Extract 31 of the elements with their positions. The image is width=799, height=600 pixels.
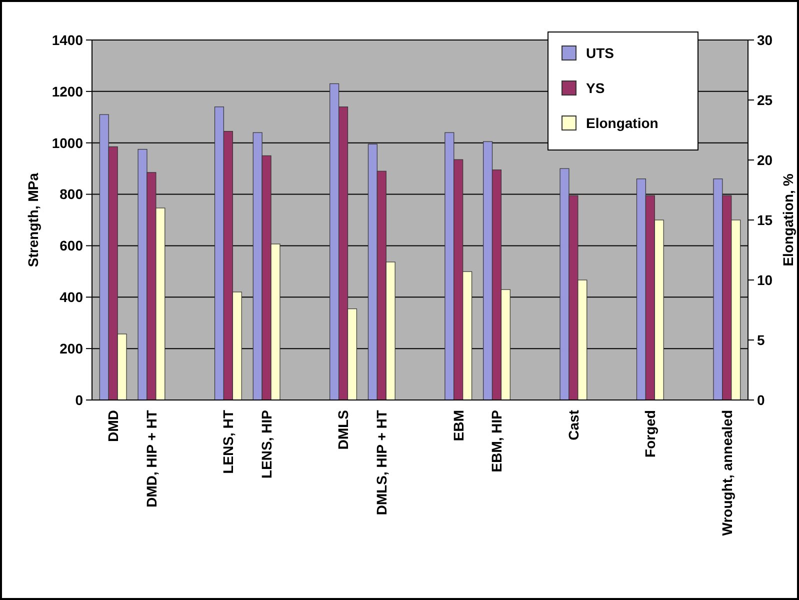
y-axis-title: Strength, MPa: [25, 172, 41, 268]
y2-tick-label: 20: [757, 152, 773, 168]
y2-axis-title: Elongation, %: [780, 173, 796, 266]
x-tick-label: Wrought, annealed: [718, 410, 735, 536]
y2-tick-label: 5: [757, 332, 765, 348]
y2-tick-label: 10: [757, 272, 773, 288]
y2-tick-label: 15: [757, 212, 773, 228]
y-tick-label: 600: [60, 238, 84, 254]
legend-label: YS: [586, 80, 605, 96]
y-tick-label: 800: [60, 186, 84, 202]
x-tick-label: DMLS, HIP + HT: [374, 410, 390, 516]
y2-tick-label: 0: [757, 392, 765, 408]
x-tick-label: DMD, HIP + HT: [143, 410, 160, 508]
y-tick-label: 1200: [52, 83, 84, 100]
x-tick-label: Cast: [565, 410, 582, 440]
x-tick-label: EBM: [450, 410, 466, 442]
x-tick-label: LENS, HIP: [258, 410, 274, 478]
x-tick-label: LENS, HT: [220, 410, 236, 474]
x-tick-label: Forged: [642, 410, 658, 458]
y-tick-label: 0: [75, 392, 84, 408]
y-tick-label: 200: [60, 340, 84, 356]
y-tick-label: 1400: [52, 32, 84, 48]
y2-tick-label: 25: [757, 92, 773, 108]
y-tick-label: 400: [60, 289, 84, 306]
y-tick-label: 1000: [52, 134, 84, 151]
x-tick-label: DMD: [105, 410, 121, 442]
legend-label: Elongation: [586, 114, 658, 131]
y2-tick-label: 30: [757, 32, 773, 48]
x-tick-label: EBM, HIP: [488, 410, 505, 472]
x-tick-label: DMLS: [335, 410, 352, 450]
legend-label: UTS: [586, 44, 614, 61]
